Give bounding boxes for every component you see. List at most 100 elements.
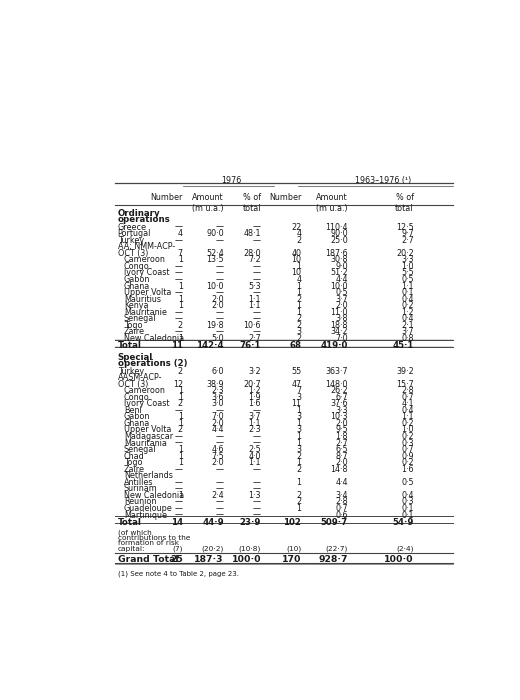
- Text: Senegal: Senegal: [124, 314, 157, 323]
- Text: 0·2: 0·2: [401, 432, 414, 441]
- Text: 3·0: 3·0: [211, 399, 224, 408]
- Text: OCT (3): OCT (3): [118, 248, 148, 258]
- Text: 2·7: 2·7: [335, 439, 348, 447]
- Text: 1·2: 1·2: [249, 386, 261, 395]
- Text: Mauritanie: Mauritanie: [124, 308, 167, 316]
- Text: (7): (7): [172, 545, 183, 552]
- Text: 1·1: 1·1: [401, 281, 414, 290]
- Text: 1: 1: [296, 288, 302, 297]
- Text: 363·7: 363·7: [325, 367, 348, 376]
- Text: 1: 1: [178, 295, 183, 304]
- Text: 1: 1: [296, 262, 302, 271]
- Text: 928·7: 928·7: [318, 555, 348, 564]
- Text: —: —: [253, 478, 261, 487]
- Text: Togo: Togo: [124, 458, 142, 467]
- Text: 187·6: 187·6: [325, 248, 348, 258]
- Text: 509·7: 509·7: [321, 518, 348, 527]
- Text: 1: 1: [178, 334, 183, 343]
- Text: 7·0: 7·0: [335, 334, 348, 343]
- Text: (20·2): (20·2): [202, 545, 224, 552]
- Text: Martinique: Martinique: [124, 510, 167, 519]
- Text: Amount
(m u.a.): Amount (m u.a.): [316, 193, 348, 213]
- Text: (1) See note 4 to Table 2, page 23.: (1) See note 4 to Table 2, page 23.: [118, 570, 239, 577]
- Text: —: —: [175, 478, 183, 487]
- Text: —: —: [253, 498, 261, 507]
- Text: 9·7: 9·7: [401, 229, 414, 238]
- Text: 11: 11: [171, 341, 183, 350]
- Text: 1: 1: [296, 458, 302, 467]
- Text: —: —: [216, 268, 224, 277]
- Text: 2·0: 2·0: [211, 458, 224, 467]
- Text: Ordinary: Ordinary: [118, 209, 160, 218]
- Text: —: —: [175, 510, 183, 519]
- Text: 3·7: 3·7: [335, 295, 348, 304]
- Text: 14·8: 14·8: [330, 465, 348, 474]
- Text: contributions to the: contributions to the: [118, 535, 190, 541]
- Text: 1·1: 1·1: [249, 419, 261, 428]
- Text: 2: 2: [296, 452, 302, 461]
- Text: 0·3: 0·3: [401, 498, 414, 507]
- Text: 1·1: 1·1: [249, 301, 261, 310]
- Text: 2: 2: [296, 295, 302, 304]
- Text: 22: 22: [291, 223, 302, 232]
- Text: 187·3: 187·3: [194, 555, 224, 564]
- Text: 0·6: 0·6: [335, 510, 348, 519]
- Text: Guadeloupe: Guadeloupe: [124, 504, 173, 513]
- Text: Senegal: Senegal: [124, 445, 157, 454]
- Text: 19·8: 19·8: [206, 321, 224, 330]
- Text: —: —: [253, 510, 261, 519]
- Text: —: —: [175, 439, 183, 447]
- Text: 0·4: 0·4: [401, 406, 414, 415]
- Text: 3·3: 3·3: [335, 406, 348, 415]
- Text: 1: 1: [178, 386, 183, 395]
- Text: % of
total: % of total: [395, 193, 414, 213]
- Text: Ghana: Ghana: [124, 419, 150, 428]
- Text: —: —: [216, 465, 224, 474]
- Text: Zaire: Zaire: [124, 328, 145, 336]
- Text: 2·0: 2·0: [335, 419, 348, 428]
- Text: 7: 7: [296, 386, 302, 395]
- Text: 1·1: 1·1: [401, 412, 414, 421]
- Text: Ghana: Ghana: [124, 281, 150, 290]
- Text: —: —: [175, 328, 183, 336]
- Text: (10): (10): [286, 545, 302, 552]
- Text: 45·1: 45·1: [393, 341, 414, 350]
- Text: —: —: [216, 498, 224, 507]
- Text: 1: 1: [296, 308, 302, 316]
- Text: 2·7: 2·7: [401, 236, 414, 245]
- Text: 1·1: 1·1: [249, 458, 261, 467]
- Text: 1: 1: [178, 281, 183, 290]
- Text: 1·9: 1·9: [249, 393, 261, 402]
- Text: 10: 10: [291, 256, 302, 265]
- Text: 2: 2: [178, 321, 183, 330]
- Text: 20·7: 20·7: [243, 379, 261, 389]
- Text: 1·3: 1·3: [249, 491, 261, 500]
- Text: 20·2: 20·2: [396, 248, 414, 258]
- Text: 5·5: 5·5: [401, 268, 414, 277]
- Text: 1: 1: [178, 458, 183, 467]
- Text: —: —: [216, 308, 224, 316]
- Text: Cameroon: Cameroon: [124, 256, 166, 265]
- Text: 2·4: 2·4: [211, 491, 224, 500]
- Text: 1963–1976 (¹): 1963–1976 (¹): [355, 176, 411, 185]
- Text: 2·8: 2·8: [335, 498, 348, 507]
- Text: 8·7: 8·7: [335, 452, 348, 461]
- Text: Portugal: Portugal: [118, 229, 151, 238]
- Text: —: —: [175, 236, 183, 245]
- Text: Grand Total: Grand Total: [118, 555, 178, 564]
- Text: Netherlands: Netherlands: [124, 471, 173, 480]
- Text: —: —: [216, 275, 224, 284]
- Text: Beni: Beni: [124, 406, 141, 415]
- Text: 1·8: 1·8: [335, 432, 348, 441]
- Text: —: —: [216, 223, 224, 232]
- Text: 0·4: 0·4: [401, 314, 414, 323]
- Text: 30·8: 30·8: [330, 256, 348, 265]
- Text: Ivory Coast: Ivory Coast: [124, 399, 170, 408]
- Text: 2: 2: [296, 236, 302, 245]
- Text: 2·3: 2·3: [249, 426, 261, 435]
- Text: Antilles: Antilles: [124, 478, 153, 487]
- Text: (22·7): (22·7): [326, 545, 348, 552]
- Text: 0·7: 0·7: [401, 445, 414, 454]
- Text: —: —: [253, 308, 261, 316]
- Text: —: —: [175, 504, 183, 513]
